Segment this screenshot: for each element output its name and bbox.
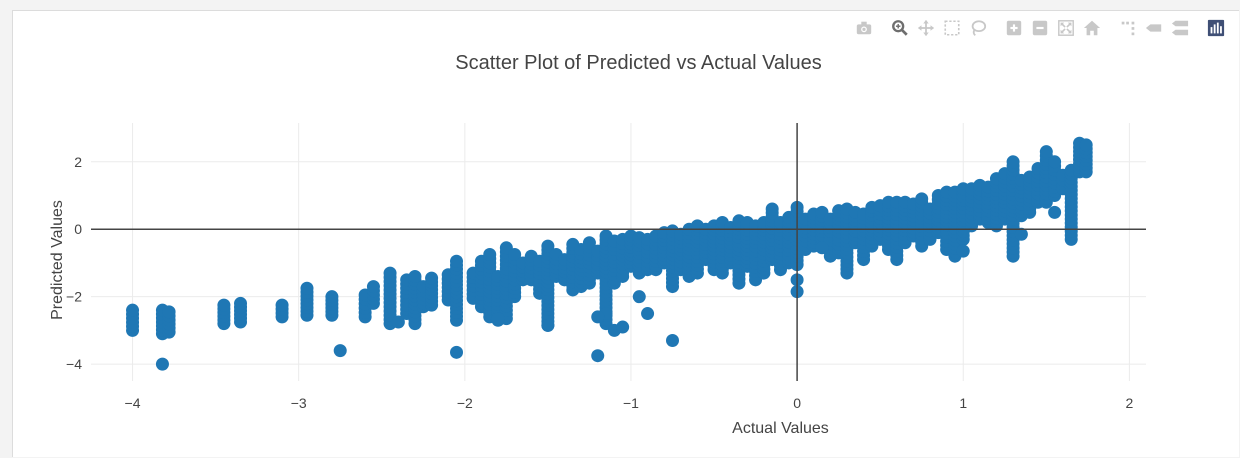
data-point xyxy=(815,241,829,255)
data-point xyxy=(126,303,140,317)
y-tick-label: 2 xyxy=(74,154,82,170)
data-point xyxy=(765,202,779,216)
zoom-button[interactable] xyxy=(889,17,911,39)
camera-icon xyxy=(856,21,872,35)
data-point xyxy=(1014,227,1028,241)
chart-title: Scatter Plot of Predicted vs Actual Valu… xyxy=(455,52,821,74)
scatter-chart: −4 −3 −2 −1 0 1 2 −4 −2 0 2 Scatter Plot of Predict… xyxy=(49,52,1146,437)
modebar-toolbar xyxy=(841,17,1229,39)
hover-compare-icon xyxy=(1171,20,1189,36)
y-tick-label: −2 xyxy=(66,289,82,305)
x-tick-label: −4 xyxy=(125,395,141,411)
x-axis-label: Actual Values xyxy=(732,420,829,437)
data-point xyxy=(391,315,405,329)
zoom-out-icon xyxy=(1032,20,1048,36)
x-tick-label: −1 xyxy=(623,395,639,411)
data-point xyxy=(234,296,248,310)
data-point xyxy=(383,266,397,280)
data-point xyxy=(366,280,380,294)
spike-lines-icon xyxy=(1121,21,1135,36)
data-point xyxy=(508,248,522,262)
chart-container: −4 −3 −2 −1 0 1 2 −4 −2 0 2 Scatter Plot of Predict… xyxy=(12,10,1239,457)
data-point xyxy=(591,349,605,363)
autoscale-icon xyxy=(1058,20,1074,36)
x-tick-label: −2 xyxy=(457,395,473,411)
modebar-group xyxy=(1203,17,1229,39)
data-point xyxy=(450,254,464,268)
data-point xyxy=(162,305,176,319)
data-point xyxy=(491,312,505,326)
pan-icon xyxy=(917,19,935,37)
data-point xyxy=(616,320,630,334)
pan-button[interactable] xyxy=(915,17,937,39)
camera-button[interactable] xyxy=(853,17,875,39)
zoom-out-button[interactable] xyxy=(1029,17,1051,39)
data-point xyxy=(1048,205,1062,219)
hover-compare-button[interactable] xyxy=(1169,17,1191,39)
plotly-logo-icon xyxy=(1207,19,1225,37)
data-point xyxy=(956,244,970,258)
hover-closest-button[interactable] xyxy=(1143,17,1165,39)
zoom-in-button[interactable] xyxy=(1003,17,1025,39)
data-point xyxy=(632,290,646,304)
data-point xyxy=(300,281,314,295)
data-point xyxy=(541,239,555,253)
lasso-select-icon xyxy=(971,20,987,36)
data-point xyxy=(641,307,655,321)
spike-lines-button[interactable] xyxy=(1117,17,1139,39)
data-point xyxy=(333,344,347,358)
y-tick-label: 0 xyxy=(74,221,82,237)
lasso-select-button[interactable] xyxy=(967,17,989,39)
hover-closest-icon xyxy=(1145,24,1162,32)
modebar-group xyxy=(1001,17,1105,39)
data-point xyxy=(155,357,169,371)
data-point xyxy=(915,192,929,206)
modebar-group xyxy=(887,17,991,39)
reset-axes-icon xyxy=(1083,20,1101,36)
data-point xyxy=(217,298,231,312)
data-point xyxy=(591,310,605,324)
y-axis-label: Predicted Values xyxy=(49,200,66,320)
y-tick-label: −4 xyxy=(66,356,82,372)
data-point xyxy=(483,248,497,262)
box-select-button[interactable] xyxy=(941,17,963,39)
x-tick-label: −3 xyxy=(291,395,307,411)
autoscale-button[interactable] xyxy=(1055,17,1077,39)
data-point xyxy=(1079,138,1093,152)
reset-axes-button[interactable] xyxy=(1081,17,1103,39)
box-select-icon xyxy=(944,20,960,36)
modebar-group xyxy=(1115,17,1193,39)
data-point xyxy=(325,290,339,304)
data-point xyxy=(450,345,464,359)
plotly-logo-button[interactable] xyxy=(1205,17,1227,39)
data-point xyxy=(582,236,596,250)
data-point xyxy=(665,334,679,348)
zoom-in-icon xyxy=(1006,20,1022,36)
x-tick-label: 2 xyxy=(1125,395,1133,411)
modebar-group xyxy=(851,17,877,39)
data-point xyxy=(1039,145,1053,159)
zoom-icon xyxy=(892,20,908,36)
data-point xyxy=(275,298,289,312)
data-point xyxy=(425,271,439,285)
x-tick-label: 1 xyxy=(959,395,967,411)
data-point xyxy=(1048,155,1062,169)
x-tick-label: 0 xyxy=(793,395,801,411)
data-point xyxy=(1006,155,1020,169)
data-point xyxy=(408,269,422,283)
data-point xyxy=(541,318,555,332)
